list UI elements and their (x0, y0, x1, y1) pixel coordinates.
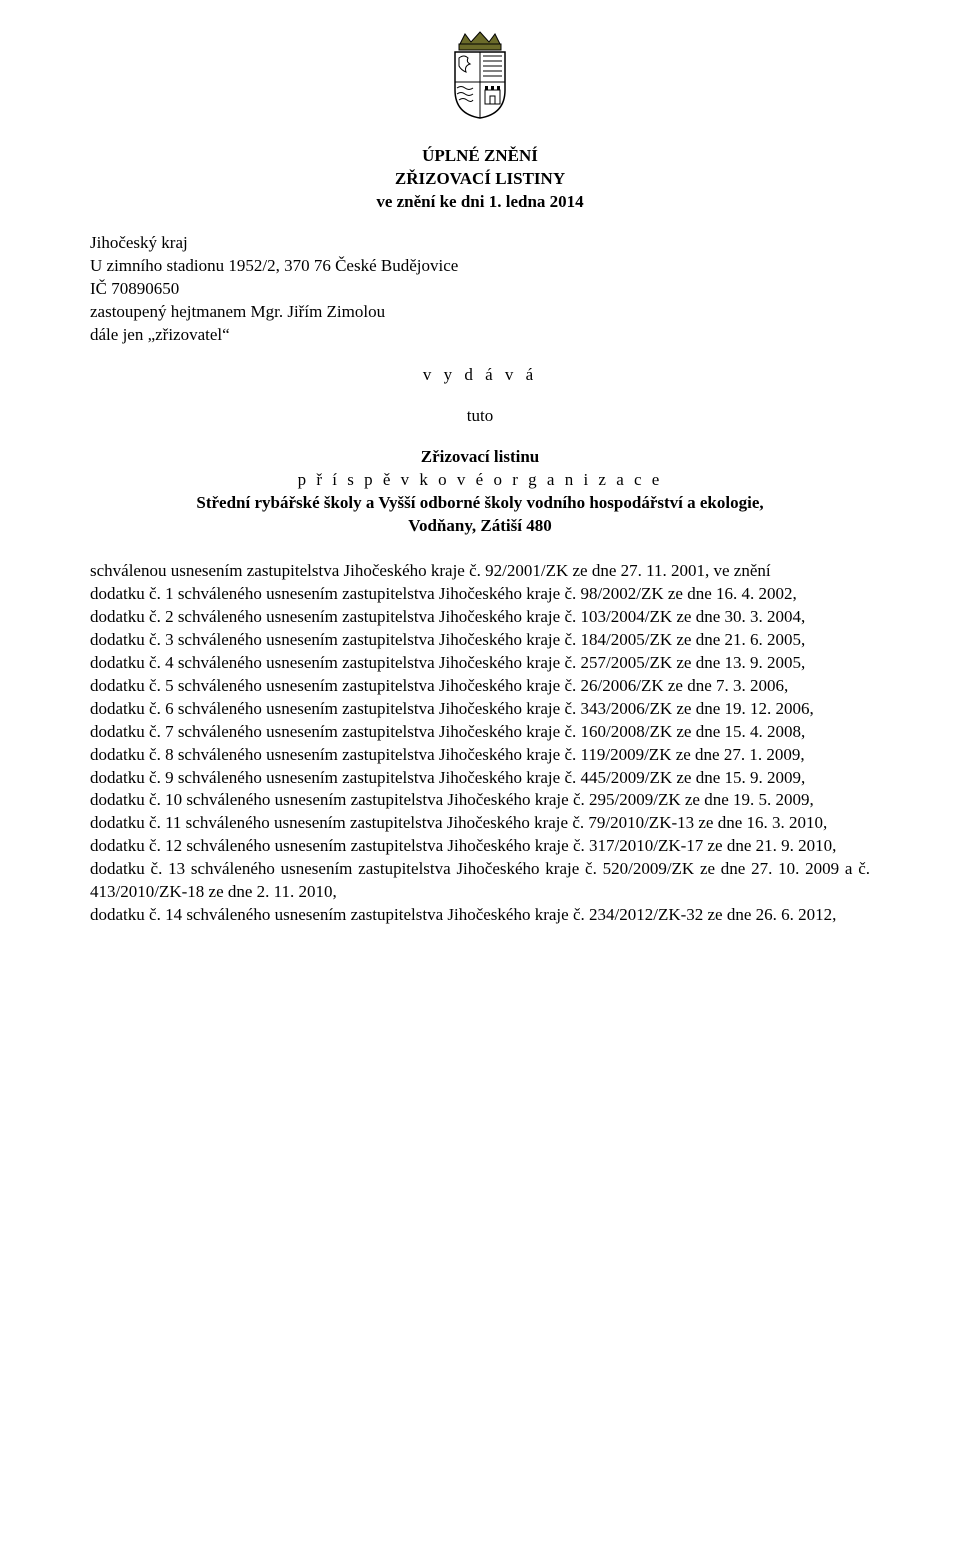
amendment-item: dodatku č. 14 schváleného usnesením zast… (90, 904, 870, 927)
document-page: ÚPLNÉ ZNĚNÍ ZŘIZOVACÍ LISTINY ve znění k… (0, 0, 960, 977)
issues-word: v y d á v á (90, 364, 870, 387)
this-word: tuto (90, 405, 870, 428)
amendment-item: dodatku č. 4 schváleného usnesením zastu… (90, 652, 870, 675)
amendment-item: dodatku č. 7 schváleného usnesením zastu… (90, 721, 870, 744)
org-type: p ř í s p ě v k o v é o r g a n i z a c … (90, 469, 870, 492)
crest-container (90, 30, 870, 127)
amendment-item: dodatku č. 10 schváleného usnesením zast… (90, 789, 870, 812)
issuer-representative: zastoupený hejtmanem Mgr. Jiřím Zimolou (90, 301, 870, 324)
subject-block: Zřizovací listinu p ř í s p ě v k o v é … (90, 446, 870, 538)
heading-line-3: ve znění ke dni 1. ledna 2014 (90, 191, 870, 214)
amendment-item: dodatku č. 11 schváleného usnesením zast… (90, 812, 870, 835)
amendment-item: dodatku č. 3 schváleného usnesením zastu… (90, 629, 870, 652)
amendment-item: dodatku č. 6 schváleného usnesením zastu… (90, 698, 870, 721)
amendment-item: dodatku č. 9 schváleného usnesením zastu… (90, 767, 870, 790)
issuer-block: Jihočeský kraj U zimního stadionu 1952/2… (90, 232, 870, 347)
amendment-item: dodatku č. 1 schváleného usnesením zastu… (90, 583, 870, 606)
amendment-item: dodatku č. 13 schváleného usnesením zast… (90, 858, 870, 904)
heading-line-1: ÚPLNÉ ZNĚNÍ (90, 145, 870, 168)
document-heading: ÚPLNÉ ZNĚNÍ ZŘIZOVACÍ LISTINY ve znění k… (90, 145, 870, 214)
issuer-name: Jihočeský kraj (90, 232, 870, 255)
amendment-item: dodatku č. 5 schváleného usnesením zastu… (90, 675, 870, 698)
org-name-line-1: Střední rybářské školy a Vyšší odborné š… (90, 492, 870, 515)
issuer-address: U zimního stadionu 1952/2, 370 76 České … (90, 255, 870, 278)
charter-title: Zřizovací listinu (90, 446, 870, 469)
coat-of-arms-icon (445, 30, 515, 127)
amendment-item: dodatku č. 2 schváleného usnesením zastu… (90, 606, 870, 629)
issuer-alias: dále jen „zřizovatel“ (90, 324, 870, 347)
amendment-item: dodatku č. 12 schváleného usnesením zast… (90, 835, 870, 858)
intro-paragraph: schválenou usnesením zastupitelstva Jiho… (90, 560, 870, 583)
heading-line-2: ZŘIZOVACÍ LISTINY (90, 168, 870, 191)
amendment-item: dodatku č. 8 schváleného usnesením zastu… (90, 744, 870, 767)
org-name-line-2: Vodňany, Zátiší 480 (90, 515, 870, 538)
amendments-list: dodatku č. 1 schváleného usnesením zastu… (90, 583, 870, 927)
issuer-ic: IČ 70890650 (90, 278, 870, 301)
body-text: schválenou usnesením zastupitelstva Jiho… (90, 560, 870, 927)
